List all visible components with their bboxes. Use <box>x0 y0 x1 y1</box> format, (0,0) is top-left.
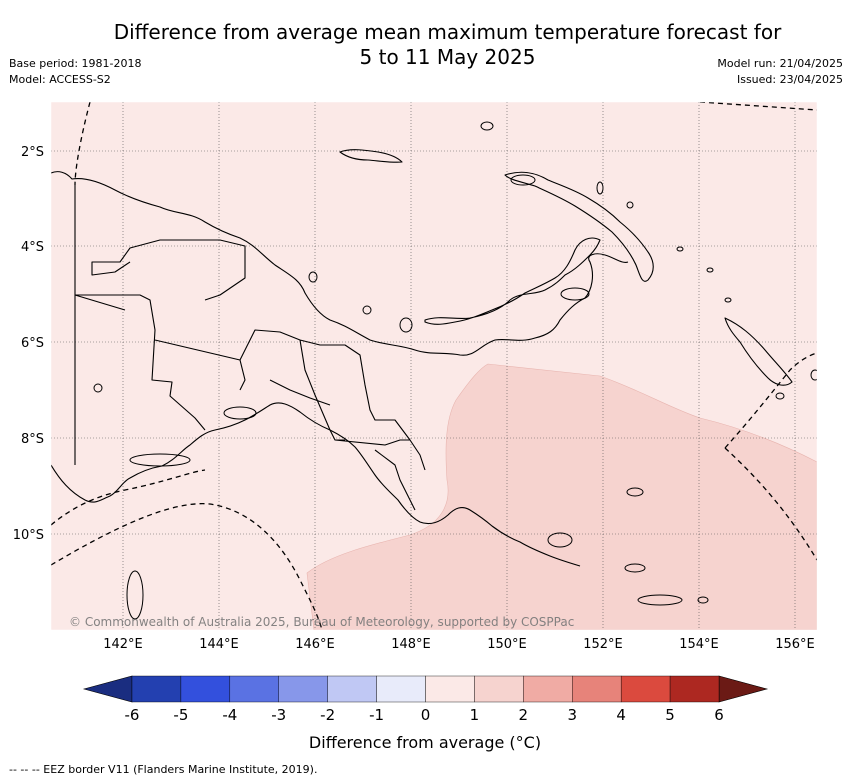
colorbar-tick-label: -4 <box>222 706 237 724</box>
model-run: Model run: 21/04/2025 <box>717 57 843 70</box>
map-credit: © Commonwealth of Australia 2025, Bureau… <box>69 615 574 629</box>
colorbar-bin <box>669 675 720 703</box>
lat-label-6s: 6°S <box>21 336 44 351</box>
chart-title: Difference from average mean maximum tem… <box>60 20 835 70</box>
lon-label-146e: 146°E <box>295 637 335 652</box>
colorbar: -6 -5 -4 -3 -2 -1 0 1 2 3 4 5 6 <box>82 675 769 724</box>
small-islands <box>93 121 817 620</box>
lat-label-10s: 10°S <box>13 528 44 543</box>
colorbar-tick-label: 6 <box>714 706 724 724</box>
colorbar-tick-label: -1 <box>369 706 384 724</box>
colorbar-tick-label: -3 <box>271 706 286 724</box>
colorbar-bin <box>278 675 328 703</box>
colorbar-tick-label: -2 <box>320 706 335 724</box>
eez-footnote: -- -- -- EEZ border V11 (Flanders Marine… <box>9 763 318 776</box>
colorbar-bin <box>229 675 279 703</box>
colorbar-bin <box>620 675 671 703</box>
colorbar-tick-label: 2 <box>519 706 529 724</box>
new-ireland <box>504 171 654 282</box>
colorbar-bin <box>523 675 573 703</box>
colorbar-tick-label: -6 <box>125 706 140 724</box>
lon-label-156e: 156°E <box>775 637 815 652</box>
colorbar-tick-label: 5 <box>665 706 675 724</box>
bougainville <box>724 317 793 386</box>
lat-label-2s: 2°S <box>21 145 44 160</box>
colorbar-tick-label: 0 <box>421 706 431 724</box>
colorbar-tick-label: 4 <box>616 706 626 724</box>
colorbar-tick-label: 1 <box>470 706 480 724</box>
title-line-1: Difference from average mean maximum tem… <box>113 20 782 44</box>
lat-label-8s: 8°S <box>21 432 44 447</box>
colorbar-under-arrow <box>82 675 133 703</box>
issued-date: Issued: 23/04/2025 <box>736 73 843 86</box>
colorbar-bin <box>572 675 622 703</box>
anomaly-region-1-to-2 <box>306 363 817 630</box>
border-oro <box>334 439 416 511</box>
colorbar-label: Difference from average (°C) <box>308 733 542 752</box>
lon-label-144e: 144°E <box>199 637 239 652</box>
colorbar-bin <box>131 675 182 703</box>
lon-label-142e: 142°E <box>103 637 143 652</box>
lon-label-148e: 148°E <box>391 637 431 652</box>
colorbar-bin <box>180 675 231 703</box>
eez-borders <box>51 102 817 630</box>
lon-label-152e: 152°E <box>583 637 623 652</box>
map-frame <box>50 101 818 631</box>
border-west-provinces <box>74 185 246 465</box>
manus-island <box>339 149 403 163</box>
colorbar-tick-label: -5 <box>173 706 188 724</box>
base-period: Base period: 1981-2018 <box>9 57 142 70</box>
meta-right: Model run: 21/04/2025 Issued: 23/04/2025 <box>717 56 843 88</box>
title-line-2: 5 to 11 May 2025 <box>359 45 536 69</box>
meta-left: Base period: 1981-2018 Model: ACCESS-S2 <box>9 56 141 88</box>
lat-label-4s: 4°S <box>21 240 44 255</box>
colorbar-over-arrow <box>718 675 769 703</box>
colorbar-bin <box>376 675 426 703</box>
lon-label-150e: 150°E <box>487 637 527 652</box>
new-britain <box>424 237 601 325</box>
colorbar-bin <box>474 675 524 703</box>
lon-label-154e: 154°E <box>679 637 719 652</box>
model-name: Model: ACCESS-S2 <box>9 73 111 86</box>
colorbar-tick-label: 3 <box>567 706 577 724</box>
colorbar-bin <box>327 675 377 703</box>
colorbar-bin <box>425 675 475 703</box>
